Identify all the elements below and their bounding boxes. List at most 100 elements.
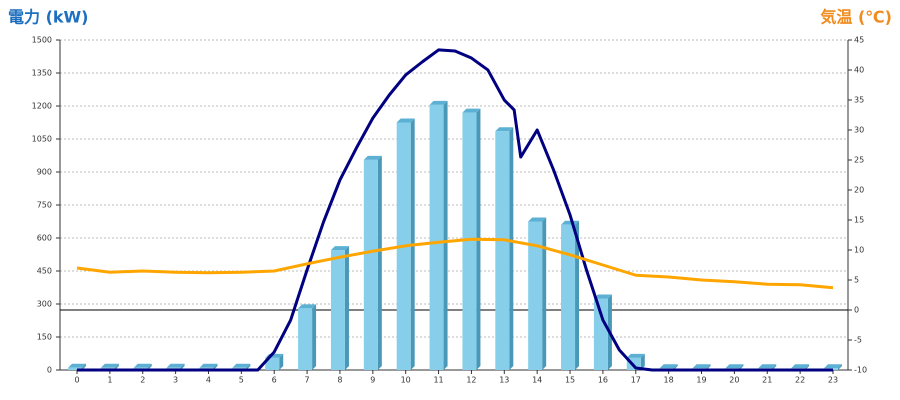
bar-side	[213, 363, 218, 370]
bar-top	[133, 363, 152, 368]
bar-side	[312, 304, 317, 370]
y2-tick-label: 15	[854, 216, 864, 225]
y-tick-label: 600	[37, 234, 52, 243]
bar	[429, 104, 444, 371]
bar-top	[166, 363, 185, 368]
line	[76, 237, 834, 290]
y2-tick-label: 20	[854, 186, 864, 195]
bar-side	[114, 363, 119, 370]
x-tick-label: 10	[401, 376, 411, 385]
y-tick-label: 1050	[32, 135, 52, 144]
bar-side	[180, 363, 185, 370]
x-tick-label: 19	[696, 376, 706, 385]
x-tick-label: 12	[466, 376, 476, 385]
bar-top	[396, 118, 415, 123]
bar	[528, 221, 543, 370]
y2-tick-label: 25	[854, 156, 864, 165]
x-tick-label: 17	[631, 376, 641, 385]
y-tick-label: 900	[37, 168, 52, 177]
bar	[561, 224, 576, 370]
bar-top	[528, 217, 547, 222]
y2-tick-label: -5	[854, 336, 862, 345]
y2-tick-label: 30	[854, 126, 864, 135]
bar-side	[82, 363, 86, 370]
x-tick-label: 1	[107, 376, 112, 385]
bar	[68, 367, 82, 370]
bar-top	[725, 364, 744, 369]
x-tick-label: 20	[729, 376, 739, 385]
x-tick-label: 6	[272, 376, 277, 385]
bar-side	[377, 155, 382, 370]
bar	[462, 112, 477, 370]
bar	[265, 357, 280, 370]
y-tick-label: 1200	[32, 102, 52, 111]
x-tick-label: 18	[664, 376, 674, 385]
bar-top	[495, 127, 514, 132]
bar-side	[279, 353, 284, 370]
y2-tick-label: 40	[854, 66, 864, 75]
line	[77, 48, 833, 372]
bar-top	[462, 108, 481, 113]
bar-top	[330, 246, 349, 251]
bar	[363, 159, 378, 370]
bar-side	[509, 127, 514, 370]
left-axis-title: 電力 (kW)	[8, 8, 89, 27]
y2-tick-label: 10	[854, 246, 864, 255]
bar-side	[344, 246, 349, 370]
bar-top	[561, 220, 580, 225]
y2-tick-label: 35	[854, 96, 864, 105]
x-tick-label: 16	[598, 376, 608, 385]
y-tick-label: 750	[37, 201, 52, 210]
bar-top	[298, 304, 317, 309]
bar-top	[791, 364, 810, 369]
x-tick-label: 8	[337, 376, 342, 385]
bar-top	[758, 364, 777, 369]
y2-tick-label: -10	[854, 366, 867, 375]
bar	[330, 250, 345, 370]
y-tick-label: 1350	[32, 69, 52, 78]
y-tick-label: 1500	[32, 36, 52, 45]
bar-top	[199, 363, 218, 368]
x-tick-label: 14	[532, 376, 542, 385]
bar-side	[147, 363, 152, 370]
x-tick-label: 21	[762, 376, 772, 385]
y-tick-label: 0	[47, 366, 52, 375]
bar-side	[640, 353, 645, 370]
bar-side	[246, 363, 251, 370]
x-tick-label: 13	[499, 376, 509, 385]
bar-top	[593, 294, 612, 299]
bar-top	[68, 363, 86, 368]
x-tick-label: 4	[206, 376, 211, 385]
y2-tick-label: 5	[854, 276, 859, 285]
bar-top	[824, 364, 842, 369]
bar-top	[626, 353, 645, 358]
x-tick-label: 7	[305, 376, 310, 385]
right-axis-title: 気温 (℃)	[820, 8, 892, 27]
x-tick-label: 2	[140, 376, 145, 385]
y2-tick-label: 0	[854, 306, 859, 315]
x-tick-label: 3	[173, 376, 178, 385]
y-tick-label: 300	[37, 300, 52, 309]
y-tick-label: 450	[37, 267, 52, 276]
bar	[298, 308, 313, 370]
bar-top	[429, 100, 448, 105]
x-tick-label: 22	[795, 376, 805, 385]
bar	[495, 131, 510, 370]
x-tick-label: 15	[565, 376, 575, 385]
y2-tick-label: 45	[854, 36, 864, 45]
bar-top	[100, 363, 119, 368]
bar-top	[659, 364, 678, 369]
bar-top	[363, 155, 382, 160]
bar	[593, 298, 608, 370]
x-tick-label: 23	[828, 376, 838, 385]
bar-side	[542, 217, 547, 370]
x-tick-label: 11	[433, 376, 443, 385]
x-tick-label: 5	[239, 376, 244, 385]
bar-top	[692, 364, 711, 369]
x-tick-label: 9	[370, 376, 375, 385]
x-tick-label: 0	[74, 376, 79, 385]
bar-side	[443, 100, 448, 371]
bar-top	[232, 363, 251, 368]
y-tick-label: 150	[37, 333, 52, 342]
